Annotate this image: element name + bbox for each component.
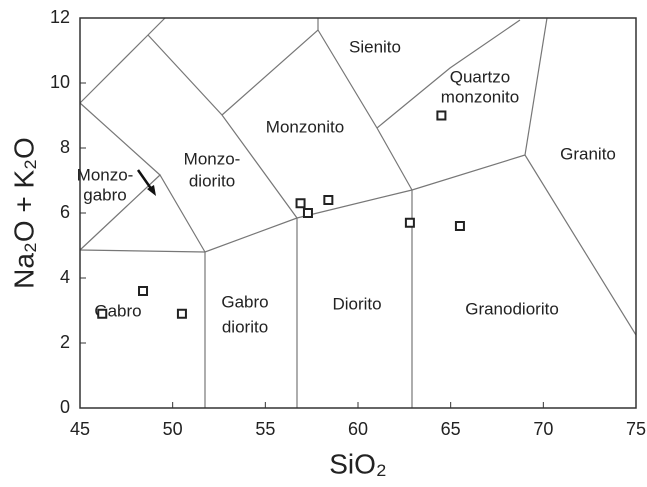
point (97, 308, 108, 319)
point (302, 208, 313, 218)
x-tick-label: 70 (533, 419, 553, 439)
field-label: monzonito (441, 87, 519, 106)
field-label: Monzonito (266, 117, 344, 136)
field-label: Sienito (349, 37, 401, 56)
x-tick-label: 50 (163, 419, 183, 439)
arrow-head (147, 185, 156, 196)
boundary (79, 17, 166, 104)
field-label: Gabro (221, 292, 268, 311)
y-tick-label: 12 (50, 7, 70, 27)
field-label: gabro (83, 185, 126, 204)
x-axis-label: SiO₂ (329, 448, 387, 479)
field-label: Monzo- (184, 149, 241, 168)
x-tick-label: 45 (70, 419, 90, 439)
y-tick-label: 2 (60, 332, 70, 352)
point (138, 286, 149, 296)
y-tick-label: 4 (60, 267, 70, 287)
field-label: Granito (560, 144, 616, 163)
plot-frame (79, 17, 637, 409)
field-boundaries (79, 17, 637, 408)
y-tick-label: 8 (60, 137, 70, 157)
point (436, 110, 447, 121)
boundary (79, 102, 161, 176)
field-label: Monzo- (77, 165, 134, 184)
arrow (136, 169, 154, 191)
point (404, 217, 415, 228)
field-label: Quartzo (450, 67, 510, 86)
point (323, 195, 334, 205)
field-label: diorito (222, 317, 268, 336)
boundary (524, 17, 548, 156)
x-tick-label: 55 (255, 419, 275, 439)
boundary (376, 19, 521, 129)
point (176, 308, 187, 319)
point (454, 221, 465, 231)
field-label: Granodiorito (465, 299, 559, 318)
y-axis-label: Na₂O + K₂O (8, 137, 39, 289)
boundary (79, 154, 637, 336)
point (295, 198, 306, 209)
x-tick-label: 60 (348, 419, 368, 439)
x-tick-label: 65 (441, 419, 461, 439)
y-tick-label: 0 (60, 397, 70, 417)
y-tick-label: 10 (50, 72, 70, 92)
x-tick-label: 75 (626, 419, 646, 439)
field-label: Diorito (332, 294, 381, 313)
field-label: diorito (189, 171, 235, 190)
boundary (221, 29, 413, 191)
y-tick-label: 6 (60, 202, 70, 222)
